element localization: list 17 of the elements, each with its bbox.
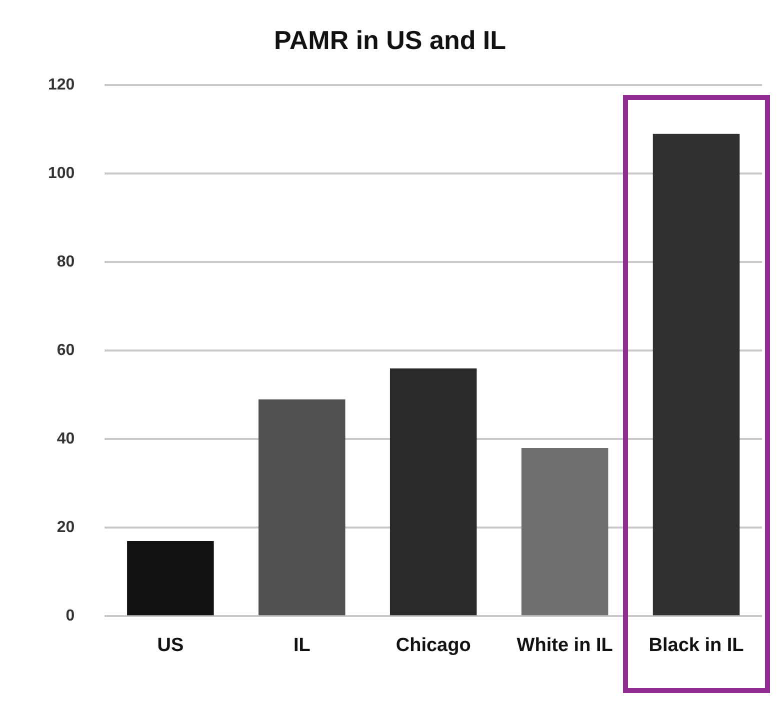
bar (521, 448, 608, 616)
y-tick-label: 100 (48, 165, 75, 182)
y-tick-label: 0 (66, 608, 75, 625)
y-tick-label: 20 (56, 519, 75, 536)
y-tick-label: 60 (56, 342, 75, 360)
bar (127, 540, 214, 616)
x-tick-label: IL (293, 634, 311, 656)
chart-title: PAMR in US and IL (274, 24, 506, 55)
y-tick-label: 40 (56, 430, 75, 448)
bar (390, 368, 477, 616)
y-tick-label: 120 (48, 76, 75, 94)
x-tick-label: Black in IL (648, 634, 744, 656)
x-tick-label: White in IL (516, 634, 614, 656)
x-tick-label: Chicago (396, 634, 471, 656)
y-tick-label: 80 (56, 254, 75, 271)
bar (258, 399, 346, 616)
x-tick-label: US (157, 634, 184, 656)
